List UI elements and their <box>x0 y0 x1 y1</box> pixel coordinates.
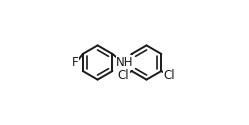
Text: Cl: Cl <box>118 69 129 82</box>
Text: F: F <box>72 56 78 69</box>
Text: NH: NH <box>116 56 134 69</box>
Text: Cl: Cl <box>164 69 175 82</box>
